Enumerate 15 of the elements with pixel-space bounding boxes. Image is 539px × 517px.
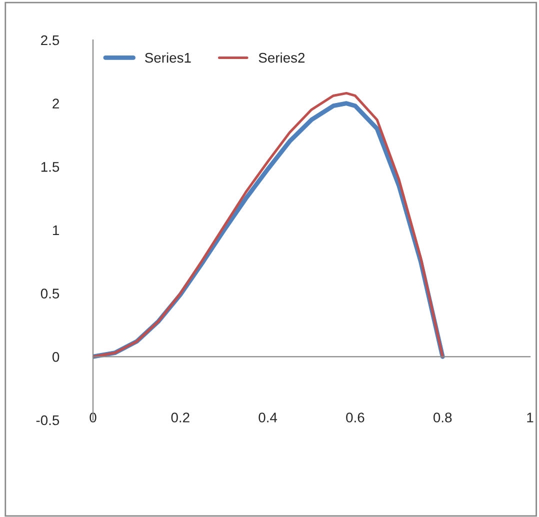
x-tick-label: 0.6 xyxy=(346,412,364,422)
y-tick-label: 0.5 xyxy=(40,288,60,299)
y-tick-label: 2.5 xyxy=(41,35,60,46)
x-tick-label: 0.4 xyxy=(258,412,278,422)
y-tick-label: 0 xyxy=(52,352,60,362)
y-tick-label: 1.5 xyxy=(41,162,60,172)
x-tick-label: 0 xyxy=(90,412,96,422)
x-tick-label: 0.2 xyxy=(171,412,190,422)
y-tick-label: -0.5 xyxy=(36,415,60,426)
legend-label: Series2 xyxy=(258,52,305,63)
x-tick-label: 0.8 xyxy=(433,412,452,422)
legend-label: Series1 xyxy=(145,52,191,63)
y-tick-label: 1 xyxy=(53,225,59,236)
y-tick-label: 2 xyxy=(52,98,59,108)
x-tick-label: 1 xyxy=(527,412,534,422)
